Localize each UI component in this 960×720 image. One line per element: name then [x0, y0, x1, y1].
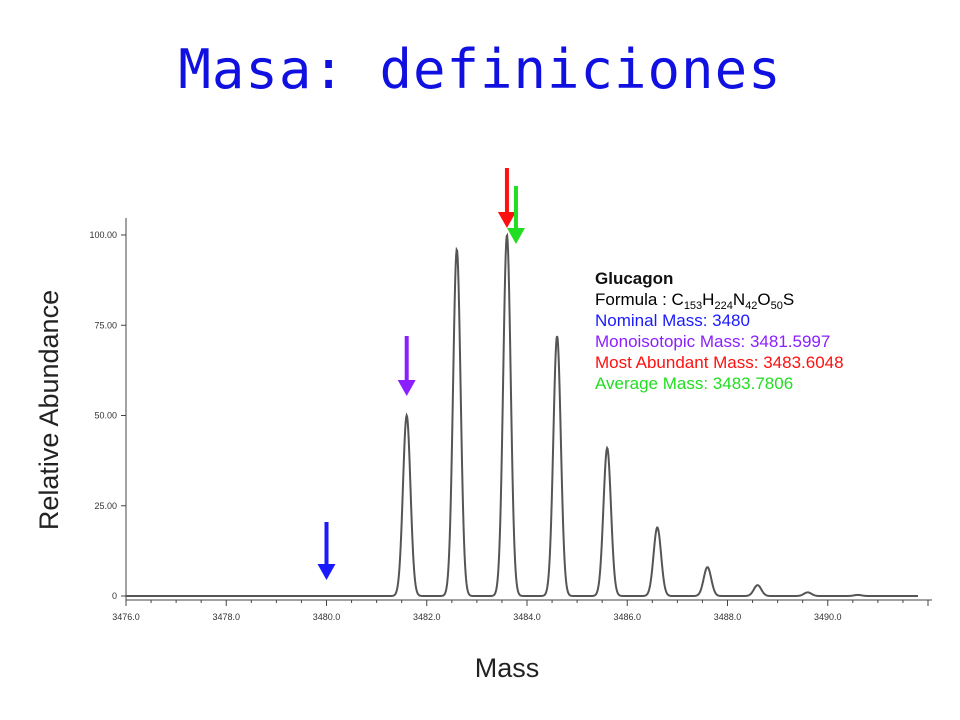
- spectrum-line: [126, 232, 918, 597]
- most_abundant-mass-label: Most Abundant Mass:: [595, 353, 759, 372]
- chart-ticks: 0 25.00 50.00 75.00 100.00 3476.0 3478.0 3480.0…: [89, 230, 929, 622]
- x-tick-label: 3488.0: [714, 612, 742, 622]
- monoisotopic-mass-value: 3481.5997: [745, 332, 831, 351]
- formula-subscript: 153: [683, 300, 703, 312]
- formula-element: N: [732, 290, 746, 309]
- slide-title: Masa: definiciones: [178, 38, 782, 101]
- mass-arrow: [497, 168, 516, 228]
- compound-name: Glucagon: [595, 269, 674, 288]
- nominal-mass-value: 3480: [707, 311, 750, 330]
- mass-definitions: Nominal Mass: 3480 Monoisotopic Mass: 348…: [595, 310, 844, 394]
- x-tick-label: 3482.0: [413, 612, 441, 622]
- y-tick-label: 0: [112, 591, 117, 601]
- formula-subscript: 50: [770, 300, 783, 312]
- formula-element: H: [702, 290, 715, 309]
- y-tick-label: 100.00: [89, 230, 117, 240]
- nominal-mass-line: Nominal Mass: 3480: [595, 310, 844, 331]
- formula-line: Formula : C153H224N42O50S: [595, 289, 844, 312]
- mass-arrow: [317, 522, 336, 580]
- chart-axes: [125, 218, 932, 601]
- glucagon-info-panel: Glucagon Formula : C153H224N42O50S Nomin…: [595, 268, 844, 394]
- y-tick-label: 50.00: [94, 411, 117, 421]
- formula-element: C: [671, 290, 684, 309]
- x-tick-label: 3478.0: [212, 612, 240, 622]
- most_abundant-mass-line: Most Abundant Mass: 3483.6048: [595, 352, 844, 373]
- most_abundant-mass-value: 3483.6048: [758, 353, 844, 372]
- x-tick-label: 3476.0: [112, 612, 140, 622]
- mass-arrow: [506, 186, 525, 244]
- x-axis-title: Mass: [475, 653, 540, 683]
- x-tick-label: 3484.0: [513, 612, 541, 622]
- formula-element: S: [782, 290, 795, 309]
- monoisotopic-mass-line: Monoisotopic Mass: 3481.5997: [595, 331, 844, 352]
- nominal-mass-label: Nominal Mass:: [595, 311, 708, 330]
- formula-label: Formula :: [595, 290, 667, 309]
- chemical-formula: C153H224N42O50S: [671, 290, 795, 312]
- x-tick-label: 3480.0: [313, 612, 341, 622]
- mass-arrows: [317, 168, 525, 580]
- y-tick-label: 25.00: [94, 501, 117, 511]
- average-mass-value: 3483.7806: [708, 374, 794, 393]
- formula-subscript: 224: [714, 300, 733, 312]
- y-tick-label: 75.00: [94, 320, 117, 330]
- y-axis-title: Relative Abundance: [34, 290, 64, 530]
- x-tick-label: 3486.0: [613, 612, 641, 622]
- formula-subscript: 42: [745, 300, 758, 312]
- x-tick-label: 3490.0: [814, 612, 842, 622]
- formula-element: O: [757, 290, 771, 309]
- average-mass-line: Average Mass: 3483.7806: [595, 373, 844, 394]
- monoisotopic-mass-label: Monoisotopic Mass:: [595, 332, 746, 351]
- mass-arrow: [397, 336, 416, 396]
- average-mass-label: Average Mass:: [595, 374, 709, 393]
